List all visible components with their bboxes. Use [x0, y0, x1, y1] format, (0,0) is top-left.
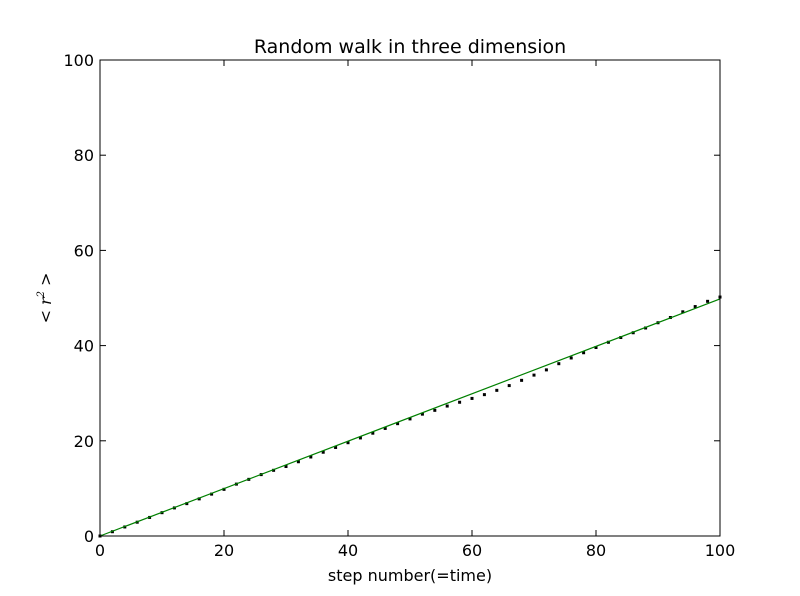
data-point [482, 393, 486, 397]
data-point [470, 396, 474, 400]
data-point [358, 436, 362, 440]
data-point [222, 487, 226, 491]
y-tick-label: 0 [84, 527, 94, 546]
data-point [693, 305, 697, 309]
data-point [210, 492, 214, 496]
data-point [185, 502, 189, 506]
data-point [433, 408, 437, 412]
data-point [706, 299, 710, 303]
y-axis-label: < r2 > [36, 273, 55, 324]
y-tick-label: 80 [74, 146, 94, 165]
data-point [557, 362, 561, 366]
y-tick-label: 100 [63, 51, 94, 70]
data-point [334, 445, 338, 449]
x-tick-label: 20 [214, 541, 234, 560]
data-point [520, 378, 524, 382]
data-point [383, 426, 387, 430]
data-point [495, 388, 499, 392]
x-tick-label: 40 [338, 541, 358, 560]
data-point [458, 400, 462, 404]
data-point [272, 468, 276, 472]
x-tick-label: 60 [462, 541, 482, 560]
y-tick-label: 20 [74, 432, 94, 451]
x-axis-label: step number(=time) [328, 566, 492, 585]
data-point [284, 465, 288, 469]
data-point [321, 450, 325, 454]
data-point [544, 368, 548, 372]
data-point [408, 417, 412, 421]
svg-text:<r2>: < r2 > [36, 273, 55, 324]
data-point [582, 351, 586, 355]
y-tick-label: 60 [74, 241, 94, 260]
data-point [309, 455, 313, 459]
data-point [396, 422, 400, 426]
chart-title: Random walk in three dimension [254, 36, 566, 58]
data-point [681, 310, 685, 314]
y-axis-label-close: > [36, 273, 55, 286]
data-point [507, 384, 511, 388]
data-point [445, 404, 449, 408]
data-point [371, 431, 375, 435]
x-tick-label: 100 [705, 541, 736, 560]
data-point [606, 340, 610, 344]
y-tick-label: 40 [74, 337, 94, 356]
y-axis-label-exp: 2 [36, 291, 47, 298]
data-point [197, 497, 201, 501]
data-point [296, 460, 300, 464]
data-point [346, 441, 350, 445]
fit-line [99, 298, 721, 537]
x-tick-label: 0 [95, 541, 105, 560]
data-point [532, 373, 536, 377]
y-axis-label-open: < [36, 310, 55, 323]
data-point [569, 356, 573, 360]
data-point [594, 346, 598, 350]
axes-frame [99, 59, 721, 537]
tick-labels: 0 20 40 60 80 100 0 20 40 60 80 100 [63, 51, 735, 560]
data-point [420, 412, 424, 416]
x-tick-label: 80 [586, 541, 606, 560]
plot-area [98, 295, 722, 538]
y-axis-label-var: r [36, 296, 55, 305]
